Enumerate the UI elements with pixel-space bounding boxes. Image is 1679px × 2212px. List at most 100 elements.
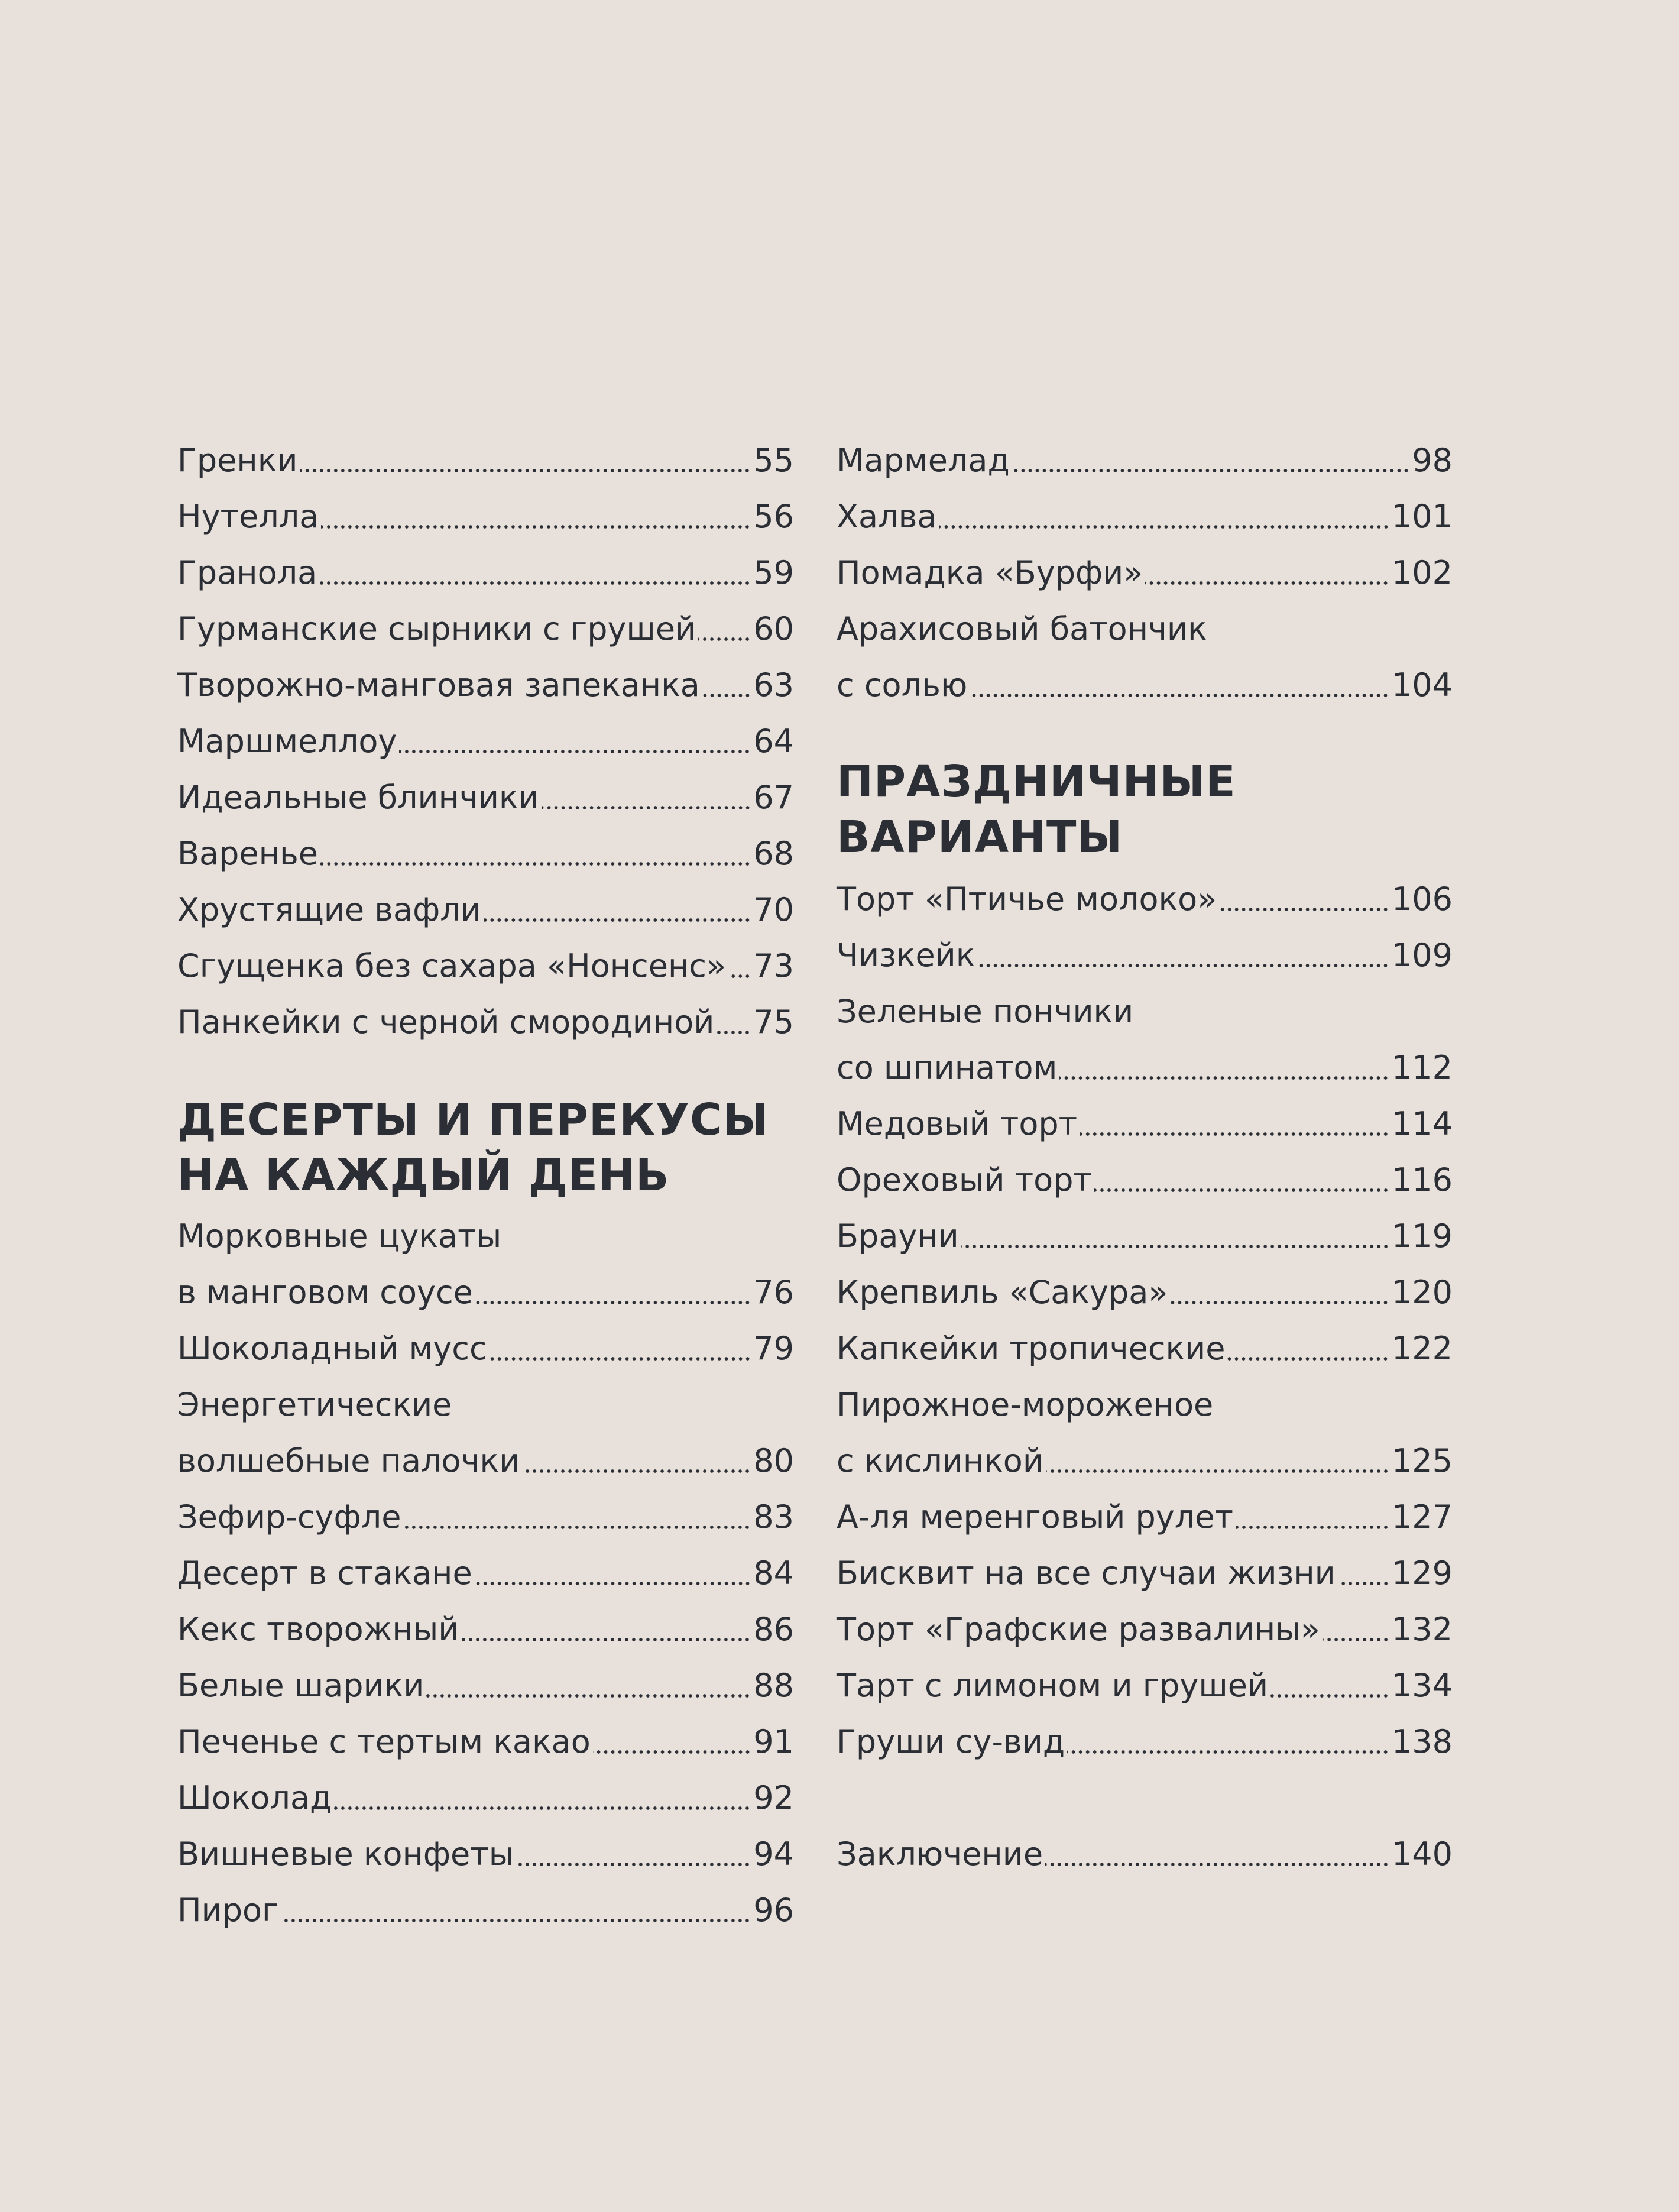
toc-entry-title: Торт «Графские развалины» bbox=[837, 1611, 1320, 1648]
toc-entry-title: Энергетические bbox=[177, 1386, 452, 1423]
toc-entry-title: со шпинатом bbox=[837, 1049, 1058, 1086]
toc-entry-page: 129 bbox=[1391, 1554, 1453, 1592]
toc-entry-page: 91 bbox=[753, 1723, 794, 1760]
toc-entry[interactable]: Зеленые пончики bbox=[837, 983, 1453, 1039]
toc-entry-page: 122 bbox=[1391, 1330, 1453, 1367]
toc-entry-page: 119 bbox=[1391, 1217, 1453, 1255]
toc-entry-title: Гурманские сырники с грушей bbox=[177, 610, 696, 647]
dot-leader bbox=[1270, 1693, 1389, 1698]
toc-entry[interactable]: с солью 104 bbox=[837, 657, 1453, 713]
toc-entry-title: Панкейки с черной смородиной bbox=[177, 1003, 715, 1041]
toc-entry-title: Чизкейк bbox=[837, 937, 975, 974]
toc-entry-page: 60 bbox=[753, 610, 794, 647]
dot-leader bbox=[403, 1524, 751, 1530]
toc-entry[interactable]: Шоколадный мусс 79 bbox=[177, 1320, 794, 1377]
toc-entry-title: Десерт в стакане bbox=[177, 1554, 472, 1592]
toc-entry[interactable]: Медовый торт 114 bbox=[837, 1096, 1453, 1152]
dot-leader bbox=[516, 1861, 751, 1867]
dot-leader bbox=[461, 1637, 751, 1642]
toc-entry[interactable]: Торт «Птичье молоко» 106 bbox=[837, 871, 1453, 927]
toc-entry[interactable]: Гранола 59 bbox=[177, 545, 794, 601]
dot-leader bbox=[1094, 1187, 1389, 1193]
toc-entry[interactable]: А-ля меренговый рулет 127 bbox=[837, 1489, 1453, 1545]
toc-entry-page: 79 bbox=[753, 1330, 794, 1367]
dot-leader bbox=[1219, 906, 1389, 912]
toc-entry-title: Шоколад bbox=[177, 1779, 332, 1816]
toc-entry[interactable]: Шоколад 92 bbox=[177, 1770, 794, 1826]
toc-entry-page: 73 bbox=[753, 947, 794, 984]
toc-entry-page: 120 bbox=[1391, 1274, 1453, 1311]
toc-entry[interactable]: Хрустящие вафли 70 bbox=[177, 882, 794, 938]
toc-entry[interactable]: Мармелад 98 bbox=[837, 432, 1453, 488]
toc-list-breakfasts: Гренки 55 Нутелла 56 Гранола 59 Гурманские сыр… bbox=[177, 432, 794, 1050]
toc-entry[interactable]: Халва 101 bbox=[837, 488, 1453, 545]
toc-entry[interactable]: Сгущенка без сахара «Нонсенс» 73 bbox=[177, 938, 794, 994]
toc-entry[interactable]: Вишневые конфеты 94 bbox=[177, 1826, 794, 1882]
toc-entry-title: Гренки bbox=[177, 442, 298, 479]
dot-leader bbox=[1322, 1637, 1389, 1642]
toc-entry-page: 75 bbox=[753, 1003, 794, 1041]
dot-leader bbox=[426, 1693, 751, 1698]
dot-leader bbox=[300, 468, 751, 473]
toc-entry-page: 138 bbox=[1391, 1723, 1453, 1760]
toc-entry[interactable]: с кислинкой 125 bbox=[837, 1433, 1453, 1489]
toc-entry-title: Зеленые пончики bbox=[837, 993, 1134, 1030]
toc-entry[interactable]: Нутелла 56 bbox=[177, 488, 794, 545]
toc-entry[interactable]: Брауни 119 bbox=[837, 1208, 1453, 1264]
toc-entry[interactable]: волшебные палочки 80 bbox=[177, 1433, 794, 1489]
toc-entry[interactable]: Пирожное-мороженое bbox=[837, 1377, 1453, 1433]
toc-entry[interactable]: Торт «Графские развалины» 132 bbox=[837, 1601, 1453, 1657]
dot-leader bbox=[698, 636, 751, 642]
toc-entry-title: Белые шарики bbox=[177, 1667, 424, 1704]
section-heading-line: ПРАЗДНИЧНЫЕ bbox=[837, 756, 1236, 807]
dot-leader bbox=[320, 861, 751, 866]
toc-entry[interactable]: Бисквит на все случаи жизни 129 bbox=[837, 1545, 1453, 1601]
section-heading-line: ДЕСЕРТЫ И ПЕРЕКУСЫ bbox=[177, 1094, 769, 1145]
toc-entry[interactable]: Творожно-манговая запеканка 63 bbox=[177, 657, 794, 713]
dot-leader bbox=[522, 1468, 751, 1473]
toc-entry[interactable]: Заключение 140 bbox=[837, 1826, 1453, 1882]
toc-entry[interactable]: Десерт в стакане 84 bbox=[177, 1545, 794, 1601]
toc-entry[interactable]: Крепвиль «Сакура» 120 bbox=[837, 1264, 1453, 1320]
toc-entry[interactable]: Гурманские сырники с грушей 60 bbox=[177, 601, 794, 657]
toc-entry-title: Идеальные блинчики bbox=[177, 779, 539, 816]
toc-entry-title: Капкейки тропические bbox=[837, 1330, 1226, 1367]
toc-entry[interactable]: Капкейки тропические 122 bbox=[837, 1320, 1453, 1377]
toc-entry[interactable]: Ореховый торт 116 bbox=[837, 1152, 1453, 1208]
toc-entry[interactable]: Груши су-вид 138 bbox=[837, 1714, 1453, 1770]
toc-entry[interactable]: в манговом соусе 76 bbox=[177, 1264, 794, 1320]
toc-entry-page: 88 bbox=[753, 1667, 794, 1704]
toc-entry[interactable]: Гренки 55 bbox=[177, 432, 794, 488]
toc-entry[interactable]: Тарт с лимоном и грушей 134 bbox=[837, 1657, 1453, 1714]
toc-entry[interactable]: Идеальные блинчики 67 bbox=[177, 769, 794, 825]
dot-leader bbox=[1045, 1468, 1389, 1473]
toc-entry[interactable]: Чизкейк 109 bbox=[837, 927, 1453, 983]
dot-leader bbox=[1227, 1356, 1389, 1361]
dot-leader bbox=[970, 692, 1389, 698]
toc-entry[interactable]: Варенье 68 bbox=[177, 825, 794, 882]
dot-leader bbox=[483, 917, 751, 922]
dot-leader bbox=[281, 1918, 751, 1923]
toc-entry[interactable]: Печенье с тертым какао 91 bbox=[177, 1714, 794, 1770]
toc-entry[interactable]: Энергетические bbox=[177, 1377, 794, 1433]
toc-entry[interactable]: со шпинатом 112 bbox=[837, 1039, 1453, 1096]
dot-leader bbox=[1080, 1131, 1389, 1136]
toc-entry[interactable]: Белые шарики 88 bbox=[177, 1657, 794, 1714]
dot-leader bbox=[1170, 1300, 1389, 1305]
dot-leader bbox=[939, 524, 1389, 529]
toc-entry-page: 80 bbox=[753, 1442, 794, 1479]
toc-entry[interactable]: Помадка «Бурфи» 102 bbox=[837, 545, 1453, 601]
toc-entry-page: 102 bbox=[1391, 554, 1453, 591]
toc-entry[interactable]: Арахисовый батончик bbox=[837, 601, 1453, 657]
toc-entry-title: Медовый торт bbox=[837, 1105, 1078, 1142]
toc-entry[interactable]: Зефир-суфле 83 bbox=[177, 1489, 794, 1545]
toc-entry[interactable]: Морковные цукаты bbox=[177, 1208, 794, 1264]
dot-leader bbox=[1067, 1749, 1389, 1754]
toc-entry-title: Ореховый торт bbox=[837, 1161, 1092, 1199]
dot-leader bbox=[541, 805, 751, 810]
toc-entry[interactable]: Панкейки с черной смородиной 75 bbox=[177, 994, 794, 1050]
toc-entry-page: 112 bbox=[1391, 1049, 1453, 1086]
toc-entry[interactable]: Маршмеллоу 64 bbox=[177, 713, 794, 769]
toc-entry[interactable]: Кекс творожный 86 bbox=[177, 1601, 794, 1657]
toc-entry[interactable]: Пирог 96 bbox=[177, 1882, 794, 1938]
